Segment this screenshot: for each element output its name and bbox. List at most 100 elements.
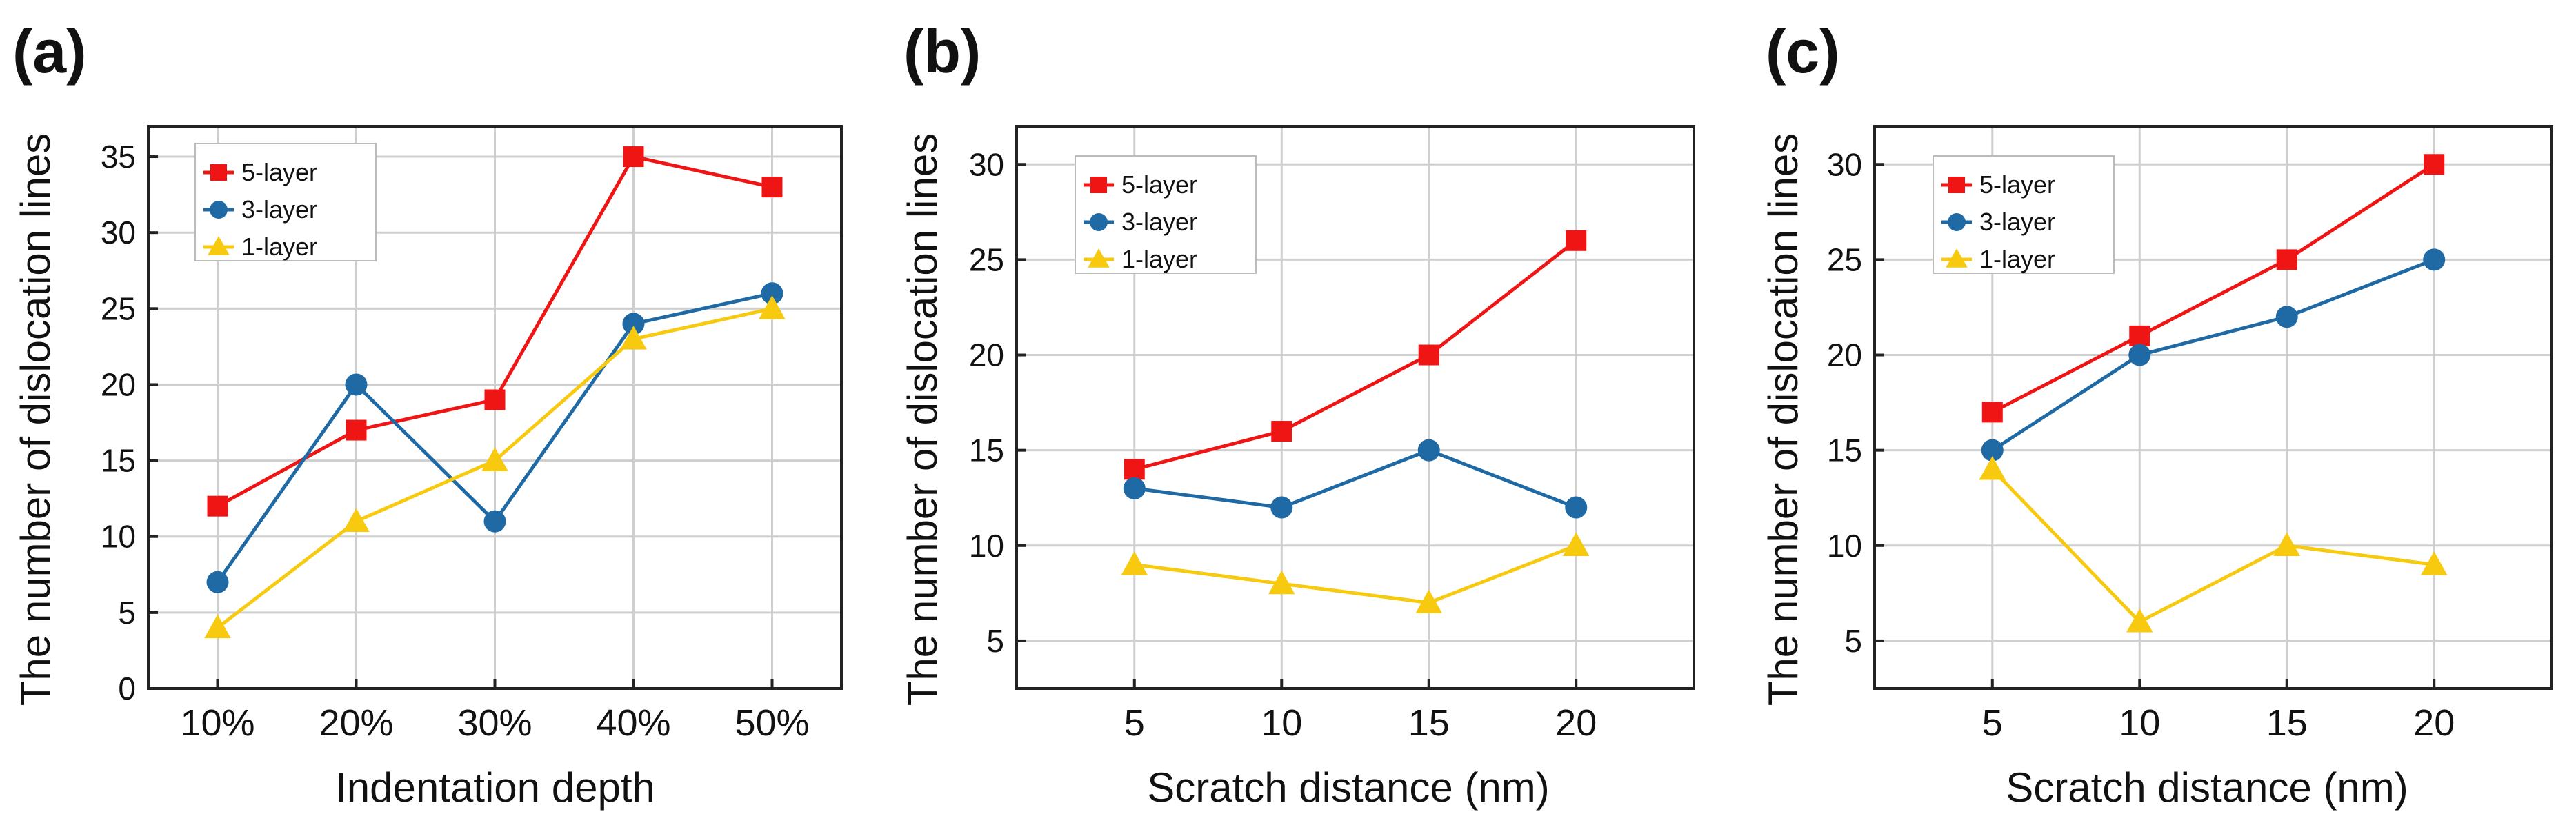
y-tick-label: 20	[1827, 337, 1862, 373]
series-line-3-layer	[1991, 258, 2435, 452]
y-tick-label: 10	[101, 519, 136, 555]
data-point-5-layer	[346, 419, 367, 441]
plot-frame	[1015, 125, 1695, 690]
data-point-5-layer	[2276, 249, 2297, 270]
legend-marker	[1090, 177, 1107, 193]
x-axis-title: Indentation depth	[335, 764, 655, 811]
data-point-1-layer	[204, 614, 231, 639]
data-point-1-layer	[343, 508, 370, 532]
data-point-3-layer	[2423, 248, 2446, 271]
data-point-3-layer	[1417, 439, 1440, 462]
chart-panel-b: (b) The number of dislocation lines Scra…	[899, 17, 1695, 811]
legend-marker	[1090, 213, 1108, 231]
data-point-1-layer	[2273, 532, 2300, 557]
y-tick-label: 30	[969, 146, 1004, 182]
data-point-3-layer	[1123, 477, 1146, 499]
data-point-5-layer	[484, 389, 506, 410]
x-tick-label: 20	[2413, 702, 2455, 744]
y-tick-label: 35	[101, 139, 136, 175]
legend-label: 1-layer	[1979, 245, 2055, 273]
legend-label: 3-layer	[1979, 208, 2055, 236]
series-line-1-layer	[1134, 544, 1577, 605]
legend-marker	[210, 164, 227, 181]
data-point-3-layer	[2128, 344, 2151, 366]
data-point-1-layer	[2126, 608, 2153, 633]
x-tick-label: 5	[1982, 702, 2003, 744]
legend: 5-layer 3-layer 1-layer	[1933, 155, 2115, 274]
data-point-5-layer	[1124, 459, 1145, 480]
y-tick-label: 30	[101, 215, 136, 250]
x-tick-label: 20%	[319, 702, 393, 744]
x-tick-label: 20	[1555, 702, 1597, 744]
legend-item-1-layer: 1-layer	[1941, 245, 2055, 273]
x-axis-title: Scratch distance (nm)	[2006, 764, 2408, 811]
y-tick-label: 20	[969, 337, 1004, 373]
data-point-3-layer	[1270, 496, 1293, 519]
legend-marker	[1948, 177, 1965, 193]
data-point-1-layer	[1562, 532, 1590, 557]
data-point-1-layer	[2420, 551, 2448, 575]
x-tick-label: 15	[1408, 702, 1450, 744]
data-point-5-layer	[761, 177, 783, 198]
legend-item-3-layer: 3-layer	[1084, 208, 1197, 236]
chart-panel-a: (a) The number of dislocation lines Inde…	[12, 17, 843, 811]
legend-item-1-layer: 1-layer	[203, 232, 317, 261]
panel-label: (b)	[903, 17, 981, 86]
y-tick-label: 5	[118, 595, 136, 631]
plot-frame	[1873, 125, 2553, 690]
data-point-5-layer	[1418, 344, 1439, 366]
data-point-3-layer	[345, 373, 368, 396]
y-axis-title: The number of dislocation lines	[899, 133, 946, 706]
data-point-3-layer	[2275, 306, 2298, 328]
legend-item-5-layer: 5-layer	[203, 158, 317, 186]
x-tick-label: 50%	[735, 702, 809, 744]
panel-label: (a)	[12, 17, 87, 86]
data-point-5-layer	[1566, 230, 1587, 251]
legend-label: 1-layer	[1121, 245, 1197, 273]
data-point-5-layer	[2129, 325, 2150, 346]
data-point-1-layer	[1415, 589, 1442, 613]
legend-item-3-layer: 3-layer	[1941, 208, 2055, 236]
data-point-1-layer	[620, 326, 647, 350]
data-point-3-layer	[1981, 439, 2004, 462]
legend-label: 1-layer	[241, 232, 317, 261]
data-point-5-layer	[1271, 421, 1292, 442]
legend: 5-layer 3-layer 1-layer	[194, 143, 377, 261]
legend-marker	[210, 201, 228, 219]
legend-box	[194, 143, 377, 261]
x-tick-label: 10	[2119, 702, 2160, 744]
data-point-1-layer	[1268, 570, 1295, 595]
legend-item-5-layer: 5-layer	[1084, 170, 1197, 199]
y-axis-title: The number of dislocation lines	[12, 133, 59, 706]
legend: 5-layer 3-layer 1-layer	[1075, 155, 1257, 274]
data-point-3-layer	[761, 282, 783, 305]
data-point-1-layer	[1979, 456, 2006, 480]
y-tick-label: 15	[1827, 433, 1862, 468]
legend-label: 3-layer	[241, 195, 317, 224]
y-tick-label: 30	[1827, 146, 1862, 182]
y-tick-label: 25	[101, 290, 136, 326]
x-tick-label: 30%	[457, 702, 532, 744]
y-tick-label: 5	[1844, 623, 1862, 659]
y-axis-title: The number of dislocation lines	[1760, 133, 1806, 706]
data-point-5-layer	[207, 495, 228, 517]
data-point-3-layer	[1565, 496, 1588, 519]
data-point-5-layer	[2424, 154, 2445, 175]
y-tick-label: 20	[101, 366, 136, 402]
y-tick-label: 15	[101, 443, 136, 479]
legend-item-3-layer: 3-layer	[203, 195, 317, 224]
data-point-3-layer	[483, 510, 506, 533]
legend-marker	[1088, 248, 1110, 268]
y-tick-label: 5	[986, 623, 1004, 659]
x-tick-label: 10%	[180, 702, 254, 744]
legend-item-5-layer: 5-layer	[1941, 170, 2055, 199]
legend-box	[1933, 155, 2115, 274]
x-tick-label: 40%	[596, 702, 670, 744]
data-point-3-layer	[206, 571, 229, 593]
data-point-1-layer	[1121, 551, 1148, 575]
y-tick-label: 25	[969, 241, 1004, 277]
data-point-1-layer	[759, 295, 786, 319]
data-point-5-layer	[1981, 402, 2003, 423]
series-line-1-layer	[1990, 468, 2435, 624]
